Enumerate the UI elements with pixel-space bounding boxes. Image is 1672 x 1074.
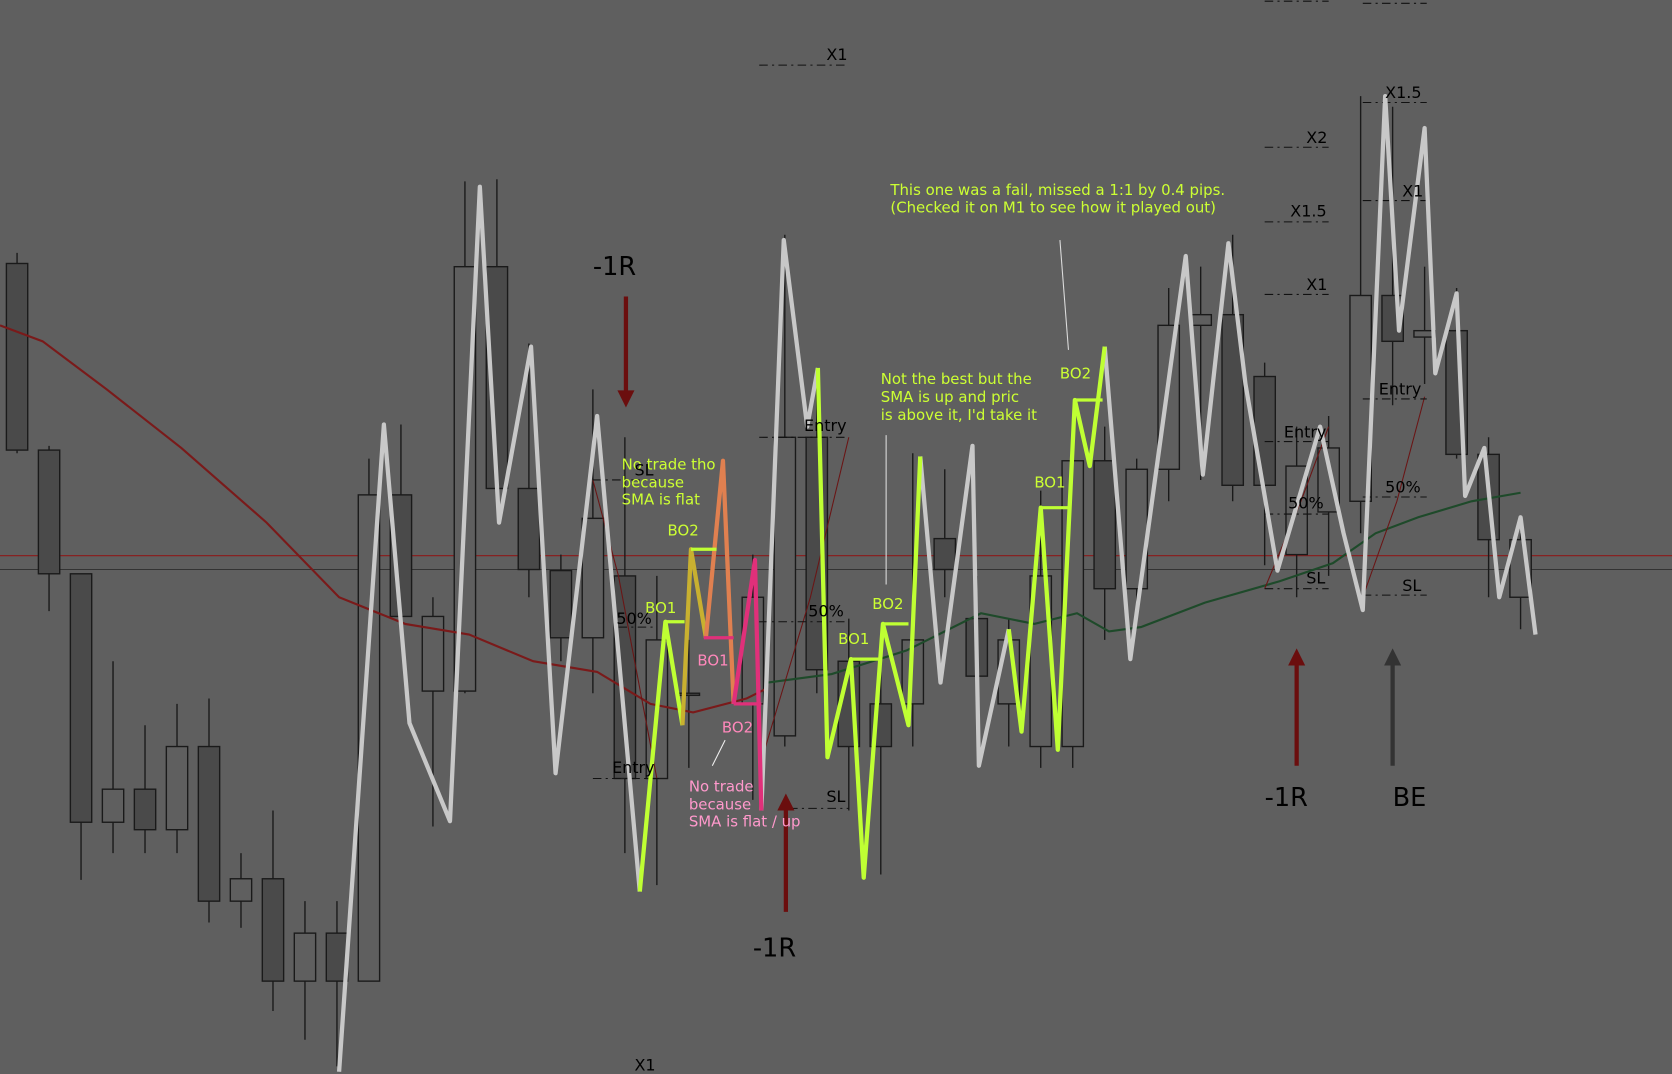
candle-body	[261, 878, 285, 982]
result-label: BE	[1393, 783, 1427, 813]
level-label: X1.5	[1290, 202, 1326, 221]
note: No trade tho	[622, 455, 716, 473]
swing-line	[336, 184, 642, 1072]
candle-body	[1093, 460, 1117, 590]
result-label: -1R	[1265, 783, 1309, 813]
breakout-label: BO2	[1060, 365, 1091, 383]
breakout-label: BO1	[697, 651, 728, 669]
result-label: -1R	[753, 934, 797, 964]
breakout-label: BO2	[872, 595, 903, 613]
candle-body	[357, 494, 381, 982]
candle-body	[421, 615, 445, 692]
candle-body	[677, 692, 701, 697]
breakout-label: BO2	[668, 521, 699, 539]
candle-body	[293, 932, 317, 982]
note: is above it, I'd take it	[881, 406, 1037, 424]
level-label: X1	[826, 45, 847, 64]
level-label: X1	[634, 1056, 655, 1074]
level-label: SL	[1402, 576, 1421, 595]
trend-line	[1362, 396, 1426, 598]
arrows	[617, 296, 1402, 912]
note: This one was a fail, missed a 1:1 by 0.4…	[889, 181, 1225, 199]
level-label: SL	[1306, 568, 1325, 587]
swing-line	[703, 458, 736, 704]
arrow-head	[1288, 648, 1306, 666]
level-label: 50%	[808, 601, 844, 620]
level-label: SL	[826, 787, 845, 806]
candle-body	[1253, 375, 1277, 486]
swing-line	[759, 237, 820, 811]
result-label: -1R	[593, 252, 637, 282]
candle-body	[165, 745, 189, 831]
pointers	[711, 239, 1069, 766]
candle-body	[933, 537, 957, 571]
labels: X1 -1R No trade tho because SMA is flat …	[593, 45, 1426, 1074]
level-label: Entry	[1284, 422, 1327, 441]
level-label: X1.5	[1385, 83, 1421, 102]
swing-line	[1102, 93, 1538, 662]
candle-body	[101, 788, 125, 823]
arrow-head	[777, 793, 795, 811]
swing-line	[815, 367, 923, 880]
note: because	[689, 795, 751, 813]
level-label: 50%	[1385, 478, 1421, 497]
note: SMA is flat / up	[689, 813, 801, 831]
candle-body	[69, 573, 93, 823]
level-label: Entry	[612, 758, 655, 777]
candle-body	[5, 262, 29, 451]
note: SMA is flat	[622, 490, 700, 508]
trend-line	[592, 479, 658, 779]
candle-body	[517, 487, 541, 571]
candle-body	[37, 449, 61, 575]
candle-body	[1221, 313, 1245, 486]
swing-line	[731, 557, 764, 811]
arrow-head	[1384, 648, 1402, 666]
level-label: 50%	[1288, 494, 1324, 513]
note: Not the best but the	[881, 370, 1032, 388]
note: No trade	[689, 777, 754, 795]
note: SMA is up and pric	[881, 388, 1019, 406]
breakout-levels	[665, 398, 1103, 706]
arrow-head	[617, 390, 635, 408]
candle-body	[549, 569, 573, 639]
candle-body	[133, 788, 157, 831]
candle-body	[1189, 313, 1213, 327]
candle-body	[773, 436, 797, 737]
candle-body	[197, 745, 221, 902]
level-label: Entry	[804, 416, 847, 435]
breakout-label: BO2	[722, 719, 753, 737]
level-label: X1	[1306, 275, 1327, 294]
trend-line	[765, 437, 850, 747]
note: (Checked it on M1 to see how it played o…	[890, 198, 1216, 216]
sma-line	[767, 491, 1521, 684]
swing-line	[918, 443, 1011, 768]
breakout-label: BO1	[838, 630, 869, 648]
candle-body	[581, 517, 605, 639]
sma-line	[0, 324, 769, 714]
candle-body	[229, 878, 253, 902]
level-label: SL	[634, 461, 653, 480]
breakout-label: BO1	[645, 599, 676, 617]
level-label: X2	[1306, 128, 1327, 147]
breakout-label: BO1	[1034, 473, 1065, 491]
swing-line	[1006, 346, 1107, 752]
level-label: Entry	[1379, 380, 1422, 399]
trend-lines	[592, 396, 1426, 779]
note: because	[622, 473, 684, 491]
level-label: X1	[1402, 181, 1423, 200]
level-label: 50%	[616, 609, 652, 628]
